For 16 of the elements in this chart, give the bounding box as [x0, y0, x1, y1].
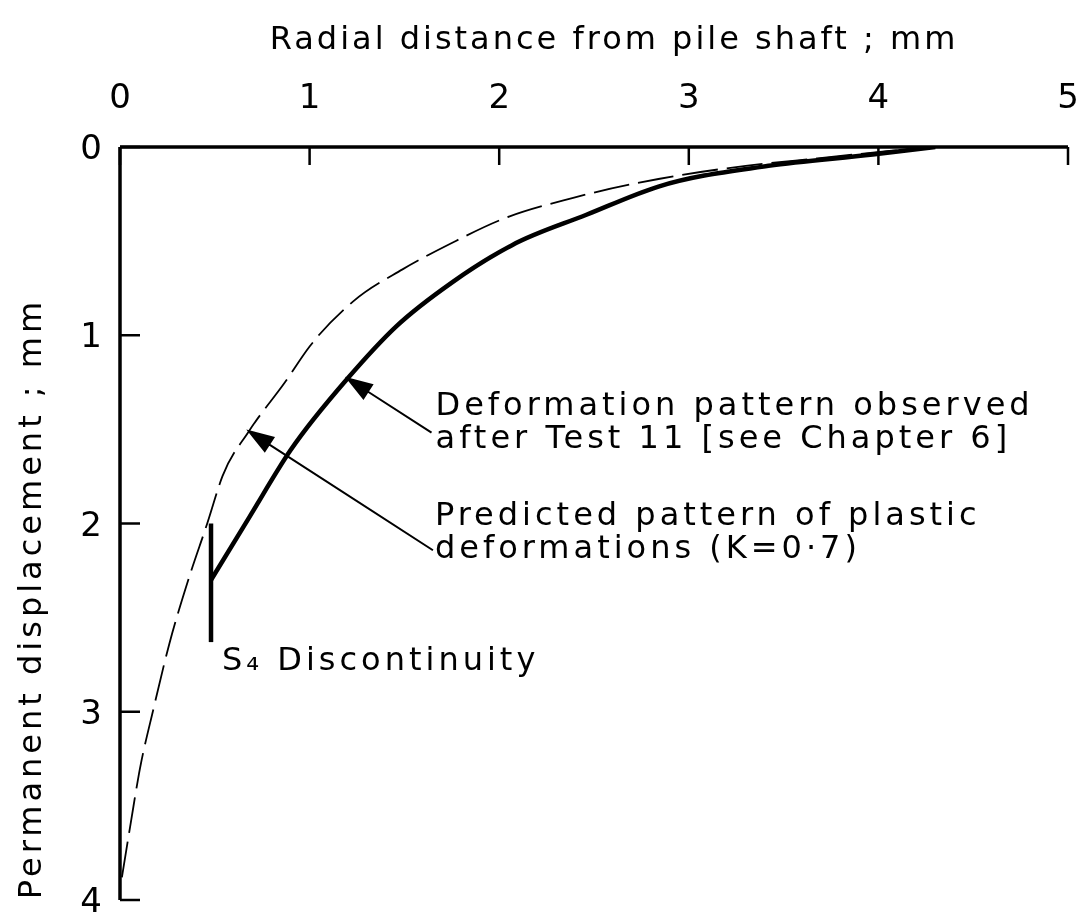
- annotation: Predicted pattern of plastic deformations (K=0·7): [434, 495, 981, 567]
- y-tick-label: 2: [80, 503, 102, 544]
- x-tick-label: 0: [109, 76, 131, 116]
- y-tick-label: 3: [80, 691, 102, 732]
- x-tick-label: 3: [677, 76, 700, 116]
- x-tick-label: 2: [488, 76, 511, 116]
- annotation: S₄ Discontinuity: [222, 640, 540, 679]
- x-tick-label: 4: [867, 76, 890, 116]
- y-tick-label: 1: [80, 315, 102, 356]
- x-tick-label: 5: [1057, 76, 1079, 116]
- annotation: Deformation pattern observed after Test 11 [see Chapter 6]: [435, 384, 1034, 456]
- x-axis-title: Radial distance from pile shaft ; mm: [269, 19, 959, 57]
- y-axis-title: Permanent displacement ; mm: [11, 297, 49, 900]
- y-tick-label: 0: [80, 127, 102, 167]
- x-tick-label: 1: [298, 76, 321, 116]
- y-tick-label: 4: [80, 880, 102, 920]
